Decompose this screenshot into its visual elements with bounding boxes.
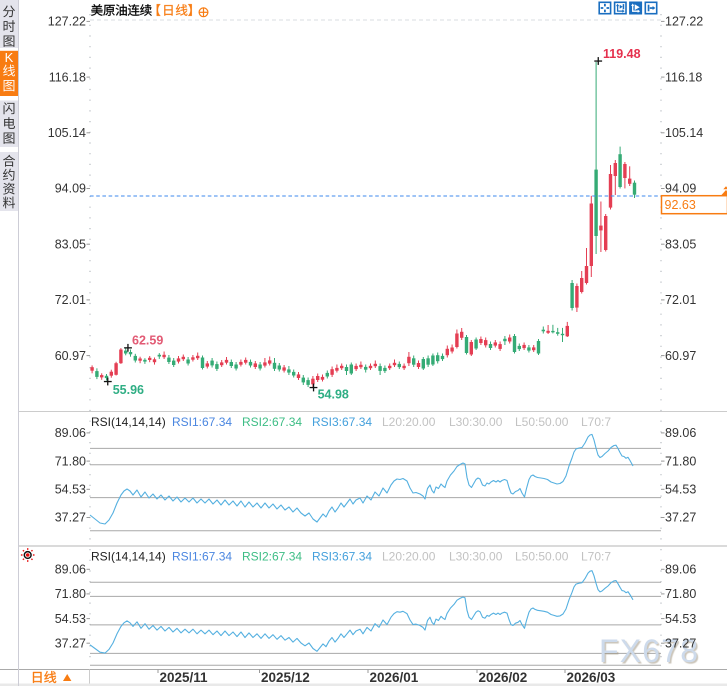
svg-text:127.22: 127.22 (48, 15, 86, 29)
svg-text:54.53: 54.53 (55, 483, 86, 497)
svg-text:2026/02: 2026/02 (479, 670, 528, 685)
svg-text:94.09: 94.09 (55, 182, 86, 196)
svg-text:L20:20.00: L20:20.00 (382, 550, 436, 564)
svg-text:RSI3:67.34: RSI3:67.34 (312, 550, 372, 564)
svg-text:L50:50.00: L50:50.00 (515, 415, 569, 429)
svg-text:94.09: 94.09 (665, 182, 696, 196)
svg-text:62.59: 62.59 (132, 334, 163, 348)
svg-text:89.06: 89.06 (665, 426, 696, 440)
svg-text:89.06: 89.06 (55, 563, 86, 577)
svg-text:L20:20.00: L20:20.00 (382, 415, 436, 429)
svg-text:116.18: 116.18 (665, 70, 702, 84)
svg-text:2026/01: 2026/01 (370, 670, 419, 685)
svg-text:L50:50.00: L50:50.00 (515, 550, 569, 564)
svg-text:71.80: 71.80 (55, 587, 86, 601)
svg-text:RSI1:67.34: RSI1:67.34 (172, 415, 232, 429)
svg-text:2025/12: 2025/12 (261, 670, 310, 685)
svg-text:L30:30.00: L30:30.00 (449, 415, 503, 429)
svg-text:RSI2:67.34: RSI2:67.34 (242, 550, 302, 564)
svg-text:RSI(14,14,14): RSI(14,14,14) (91, 415, 166, 429)
svg-text:37.27: 37.27 (55, 636, 86, 650)
svg-text:54.53: 54.53 (665, 612, 696, 626)
svg-text:89.06: 89.06 (665, 563, 696, 577)
svg-text:71.80: 71.80 (665, 454, 696, 468)
svg-text:54.53: 54.53 (55, 612, 86, 626)
svg-text:37.27: 37.27 (665, 511, 696, 525)
svg-text:89.06: 89.06 (55, 426, 86, 440)
svg-text:2025/11: 2025/11 (160, 670, 209, 685)
svg-text:RSI3:67.34: RSI3:67.34 (312, 415, 372, 429)
svg-text:105.14: 105.14 (665, 126, 703, 140)
svg-text:37.27: 37.27 (665, 636, 696, 650)
svg-text:2026/03: 2026/03 (567, 670, 616, 685)
svg-text:72.01: 72.01 (665, 293, 696, 307)
svg-text:L70:7: L70:7 (581, 415, 611, 429)
svg-text:127.22: 127.22 (665, 15, 703, 29)
svg-text:83.05: 83.05 (55, 237, 86, 251)
svg-text:RSI2:67.34: RSI2:67.34 (242, 415, 302, 429)
svg-text:54.98: 54.98 (318, 388, 349, 402)
svg-text:L70:7: L70:7 (581, 550, 611, 564)
svg-text:55.96: 55.96 (113, 383, 144, 397)
svg-text:RSI1:67.34: RSI1:67.34 (172, 550, 232, 564)
svg-text:37.27: 37.27 (55, 511, 86, 525)
svg-text:71.80: 71.80 (665, 587, 696, 601)
svg-text:RSI(14,14,14): RSI(14,14,14) (91, 550, 166, 564)
svg-text:83.05: 83.05 (665, 237, 696, 251)
svg-text:60.97: 60.97 (55, 349, 86, 363)
svg-text:119.48: 119.48 (603, 47, 641, 61)
svg-text:116.18: 116.18 (49, 70, 86, 84)
svg-text:60.97: 60.97 (665, 349, 696, 363)
svg-text:K: K (5, 50, 14, 65)
svg-text:54.53: 54.53 (665, 483, 696, 497)
svg-text:71.80: 71.80 (55, 454, 86, 468)
svg-text:72.01: 72.01 (55, 293, 86, 307)
svg-text:L30:30.00: L30:30.00 (449, 550, 503, 564)
svg-text:105.14: 105.14 (48, 126, 86, 140)
svg-text:92.63: 92.63 (665, 198, 696, 212)
